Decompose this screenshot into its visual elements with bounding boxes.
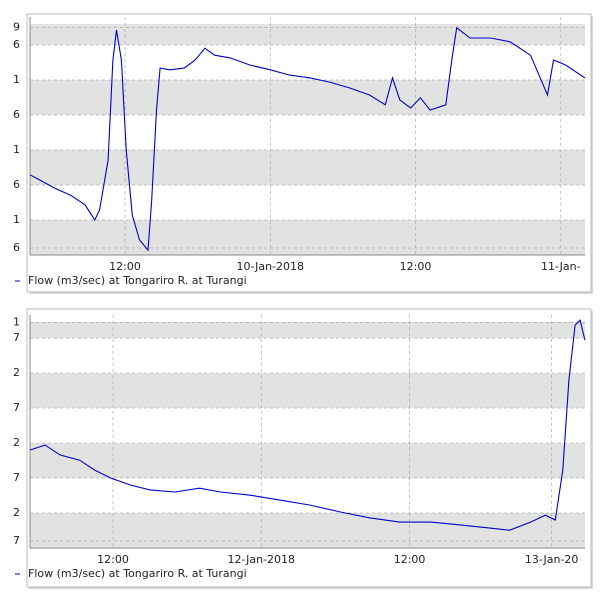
y-tick-label: 7 — [13, 471, 20, 484]
y-tick-label: 2 — [13, 366, 20, 379]
x-tick-label: 10-Jan-2018 — [237, 260, 305, 273]
grid-band — [30, 24, 585, 45]
plot-area — [30, 315, 585, 548]
chart-panel: 1 7 2 7 2 7 2 7 12:00 12-Jan-2018 12:00 13-Jan-20 Fl… — [13, 308, 593, 589]
x-tick-label: 13-Jan-20 — [525, 553, 579, 566]
y-tick-label: 1 — [13, 213, 20, 226]
y-tick-label: 7 — [13, 401, 20, 414]
x-tick-label: 12:00 — [97, 553, 129, 566]
legend-label: Flow (m3/sec) at Tongariro R. at Turangi — [28, 567, 247, 580]
y-tick-label: 1 — [13, 315, 20, 328]
y-tick-label: 7 — [13, 534, 20, 547]
flow-line — [29, 26, 586, 252]
y-tick-label: 6 — [13, 38, 20, 51]
y-tick-label: 1 — [13, 143, 20, 156]
chart-panel: 9 6 1 6 1 6 1 6 12:00 10-Jan-2018 12:00 11-Jan- Flow… — [13, 13, 593, 294]
y-tick-label: 6 — [13, 241, 20, 254]
y-tick-label: 2 — [13, 506, 20, 519]
x-tick-label: 12:00 — [109, 260, 141, 273]
grid-band — [30, 513, 585, 548]
y-tick-label: 1 — [13, 73, 20, 86]
flow-line — [29, 319, 586, 531]
x-tick-label: 12:00 — [394, 553, 426, 566]
plot-area — [30, 17, 585, 255]
y-tick-label: 6 — [13, 178, 20, 191]
legend-label: Flow (m3/sec) at Tongariro R. at Turangi — [28, 274, 247, 287]
grid-band — [30, 322, 585, 339]
y-tick-label: 6 — [13, 108, 20, 121]
y-tick-label: 2 — [13, 436, 20, 449]
x-tick-label: 12:00 — [400, 260, 432, 273]
grid-band — [30, 220, 585, 255]
x-tick-label: 12-Jan-2018 — [228, 553, 296, 566]
grid-band — [30, 443, 585, 479]
y-tick-label: 7 — [13, 331, 20, 344]
x-tick-label: 11-Jan- — [541, 260, 581, 273]
grid-band — [30, 80, 585, 115]
grid-band — [30, 373, 585, 409]
y-tick-label: 9 — [13, 21, 20, 34]
grid-band — [30, 150, 585, 185]
